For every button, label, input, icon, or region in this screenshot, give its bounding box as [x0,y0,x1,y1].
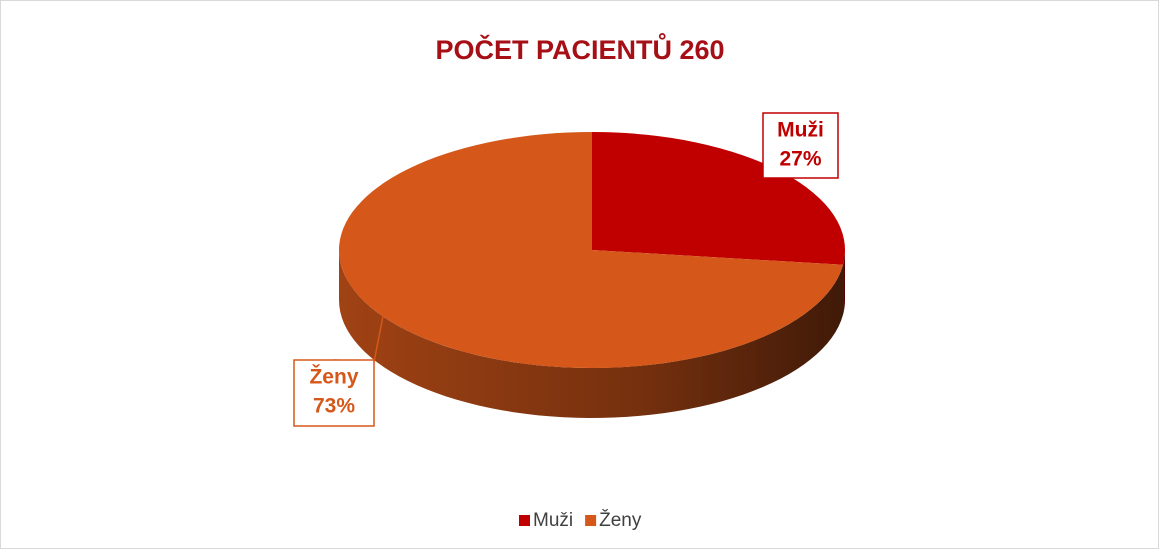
legend-swatch [519,515,530,526]
pie-slice [339,132,844,369]
legend-label: Muži [533,510,573,531]
pie-side [843,250,845,315]
pie-side [339,250,844,418]
label-box [293,359,375,427]
chart-title: POČET PACIENTŮ 260 [435,32,724,65]
label-value: 73% [313,395,355,418]
label-value: 27% [779,148,821,171]
label-box [762,112,839,179]
legend-swatch [585,515,597,526]
legend-label: Ženy [599,509,642,531]
label-category: Ženy [309,365,358,389]
label-category: Muži [777,119,824,142]
pie-slice [592,132,845,265]
